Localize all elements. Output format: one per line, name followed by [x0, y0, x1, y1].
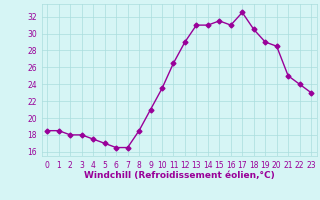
X-axis label: Windchill (Refroidissement éolien,°C): Windchill (Refroidissement éolien,°C) [84, 171, 275, 180]
